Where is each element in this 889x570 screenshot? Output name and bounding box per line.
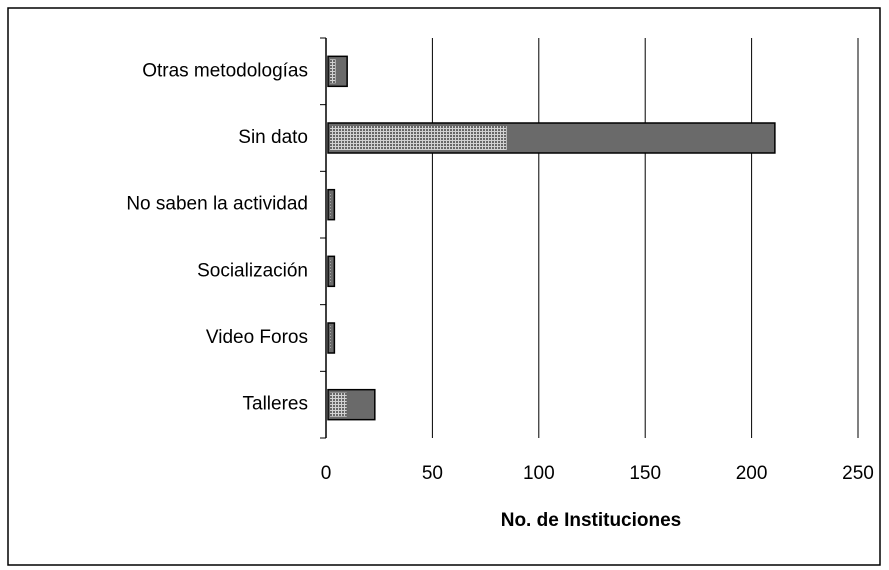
bar-texture (330, 192, 331, 217)
bar-texture (330, 126, 507, 150)
bar-texture (330, 259, 331, 284)
frame (7, 7, 881, 566)
y-tick-label: Sin dato (238, 127, 308, 148)
y-tick-label: No saben la actividad (126, 194, 308, 215)
x-tick-label: 50 (422, 463, 443, 484)
x-tick-label: 200 (736, 463, 768, 484)
x-tick-label: 100 (523, 463, 555, 484)
x-tick-label: 150 (629, 463, 661, 484)
y-tick-label: Otras metodologías (142, 60, 308, 81)
bar-texture (330, 392, 347, 417)
bar-texture (330, 59, 336, 84)
bar-texture (330, 326, 331, 350)
x-axis-title: No. de Instituciones (501, 510, 682, 531)
y-tick-label: Talleres (243, 394, 308, 415)
y-tick-label: Socialización (197, 260, 308, 281)
x-tick-label: 250 (842, 463, 874, 484)
bar (327, 188, 336, 221)
x-tick-label: 0 (321, 463, 332, 484)
bar (327, 322, 336, 354)
bar (327, 255, 336, 288)
y-tick-label: Video Foros (206, 327, 308, 348)
